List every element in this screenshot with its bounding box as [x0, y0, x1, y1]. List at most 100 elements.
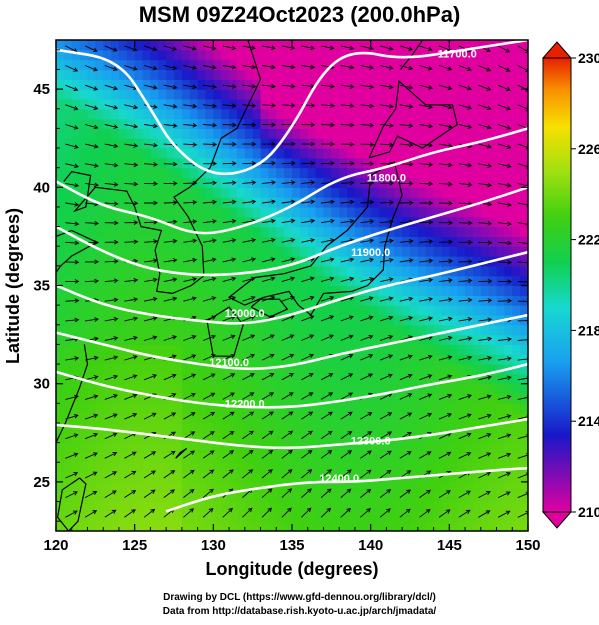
heatmap-cell	[56, 432, 65, 444]
heatmap-cell	[480, 452, 490, 463]
heatmap-cell	[512, 206, 521, 218]
heatmap-cell	[213, 521, 222, 531]
heatmap-cell	[488, 206, 498, 218]
heatmap-cell	[213, 481, 222, 493]
heatmap-cell	[244, 442, 254, 454]
heatmap-cell	[103, 157, 112, 169]
wind-arrow	[222, 238, 237, 243]
wind-arrow	[183, 431, 196, 440]
wind-arrow	[242, 160, 257, 166]
heatmap-cell	[354, 275, 364, 287]
heatmap-cell	[181, 491, 191, 503]
heatmap-cell	[87, 373, 96, 385]
heatmap-cell	[142, 118, 151, 129]
heatmap-cell	[480, 98, 490, 110]
heatmap-cell	[268, 373, 277, 385]
heatmap-cell	[87, 128, 96, 139]
heatmap-cell	[378, 89, 387, 100]
wind-arrow	[301, 507, 312, 518]
heatmap-cell	[197, 128, 207, 139]
heatmap-cell	[441, 167, 450, 179]
heatmap-cell	[229, 393, 238, 404]
heatmap-cell	[394, 491, 403, 503]
heatmap-cell	[433, 285, 443, 296]
heatmap-cell	[236, 432, 246, 444]
heatmap-cell	[465, 462, 474, 473]
heatmap-cell	[56, 138, 65, 149]
heatmap-cell	[378, 59, 387, 71]
heatmap-cell	[354, 138, 364, 149]
heatmap-cell	[71, 334, 81, 346]
heatmap-cell	[410, 128, 419, 139]
heatmap-cell	[347, 403, 356, 414]
heatmap-cell	[441, 89, 450, 100]
heatmap-cell	[213, 236, 222, 247]
heatmap-cell	[362, 354, 372, 365]
heatmap-cell	[457, 472, 466, 483]
heatmap-cell	[307, 344, 317, 355]
heatmap-cell	[480, 246, 490, 257]
heatmap-cell	[166, 59, 175, 71]
heatmap-cell	[197, 236, 207, 247]
heatmap-cell	[56, 89, 65, 100]
heatmap-cell	[142, 69, 151, 80]
wind-arrow	[360, 334, 374, 341]
heatmap-cell	[292, 256, 301, 267]
heatmap-cell	[56, 226, 65, 237]
heatmap-cell	[166, 167, 175, 179]
heatmap-cell	[71, 206, 81, 218]
heatmap-cell	[292, 383, 301, 395]
heatmap-cell	[103, 344, 112, 355]
colorbar-tick-label: 218	[578, 322, 599, 338]
heatmap-cell	[189, 69, 199, 80]
heatmap-cell	[410, 285, 419, 296]
heatmap-cell	[496, 383, 505, 395]
wind-arrow	[340, 199, 355, 205]
heatmap-cell	[354, 481, 364, 493]
heatmap-cell	[520, 393, 528, 404]
heatmap-cell	[221, 69, 230, 80]
heatmap-cell	[512, 393, 521, 404]
wind-arrow	[320, 450, 333, 459]
heatmap-cell	[402, 393, 411, 404]
heatmap-cell	[166, 89, 175, 100]
heatmap-cell	[205, 167, 214, 179]
heatmap-cell	[79, 344, 89, 355]
heatmap-cell	[496, 246, 505, 257]
wind-arrow	[478, 163, 493, 168]
heatmap-cell	[174, 226, 183, 237]
heatmap-cell	[134, 197, 144, 208]
heatmap-cell	[118, 481, 128, 493]
heatmap-cell	[87, 442, 96, 454]
wind-arrow	[124, 201, 139, 206]
heatmap-cell	[307, 167, 317, 179]
wind-arrow	[419, 393, 433, 400]
heatmap-cell	[307, 69, 317, 80]
heatmap-cell	[292, 295, 301, 306]
heatmap-cell	[496, 148, 505, 159]
heatmap-cell	[236, 422, 246, 434]
heatmap-cell	[87, 256, 96, 267]
heatmap-cell	[56, 413, 65, 424]
heatmap-cell	[268, 138, 277, 149]
heatmap-cell	[480, 422, 490, 434]
wind-arrow	[84, 394, 99, 400]
heatmap-cell	[496, 491, 505, 503]
heatmap-cell	[347, 69, 356, 80]
heatmap-cell	[402, 491, 411, 503]
heatmap-cell	[150, 128, 159, 139]
heatmap-cell	[354, 118, 364, 129]
y-tick-label: 25	[33, 474, 50, 491]
heatmap-cell	[480, 108, 490, 120]
heatmap-cell	[268, 69, 277, 80]
heatmap-cell	[95, 364, 104, 375]
heatmap-cell	[181, 472, 191, 483]
heatmap-cell	[307, 481, 317, 493]
heatmap-cell	[236, 521, 246, 531]
wind-arrow	[340, 122, 355, 128]
heatmap-cell	[87, 501, 96, 512]
heatmap-cell	[276, 187, 285, 198]
heatmap-cell	[331, 59, 340, 71]
wind-arrow	[301, 180, 316, 185]
heatmap-cell	[386, 89, 395, 100]
